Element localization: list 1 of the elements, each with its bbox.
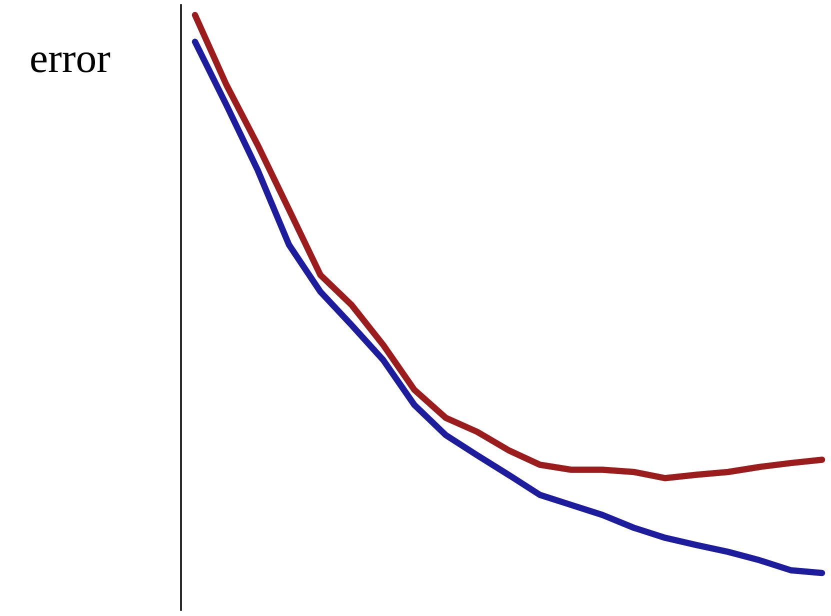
- y-axis-title: error: [31, 52, 110, 72]
